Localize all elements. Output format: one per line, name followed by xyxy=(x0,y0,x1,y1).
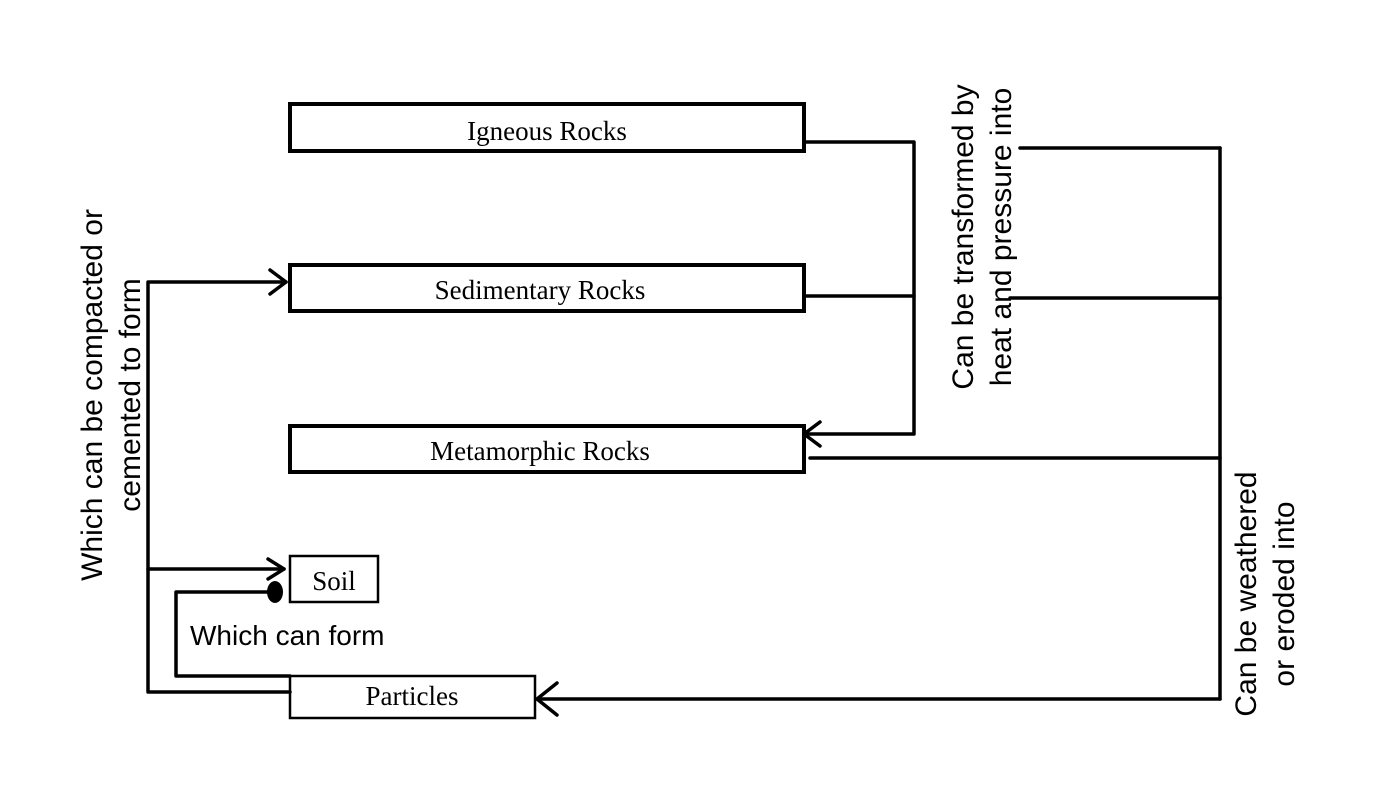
soil-arrowhead xyxy=(266,557,286,581)
sedimentary-arrowhead xyxy=(268,268,288,296)
sedimentary-rocks-node: Sedimentary Rocks xyxy=(288,263,806,313)
weathered-label-line2: or eroded into xyxy=(1268,501,1301,686)
particles-label: Particles xyxy=(366,681,459,711)
compacted-label-group: Which can be compacted or cemented to fo… xyxy=(76,209,147,581)
soil-form-label: Which can form xyxy=(190,620,385,651)
particles-to-sedimentary-line xyxy=(146,280,292,694)
weathered-label-line1: Can be weathered xyxy=(1230,471,1263,716)
sedimentary-rocks-label: Sedimentary Rocks xyxy=(435,275,646,305)
metamorphic-rocks-node: Metamorphic Rocks xyxy=(288,424,806,474)
transformed-label-line1: Can be transformed by xyxy=(947,84,980,389)
transformed-label-group: Can be transformed by heat and pressure … xyxy=(947,84,1018,389)
igneous-rocks-label: Igneous Rocks xyxy=(467,116,627,146)
soil-arrow-dot xyxy=(267,581,283,603)
transform-line xyxy=(802,140,916,436)
soil-formation-connector xyxy=(174,581,292,678)
compacted-connector xyxy=(146,268,292,694)
igneous-rocks-node: Igneous Rocks xyxy=(288,102,806,153)
weathered-connector xyxy=(535,146,1222,717)
compacted-label-line2: cemented to form xyxy=(114,278,147,511)
soil-node: Soil xyxy=(288,554,380,604)
weathered-label-group: Can be weathered or eroded into xyxy=(1230,471,1301,716)
particles-arrowhead xyxy=(535,681,559,717)
particles-node: Particles xyxy=(288,674,537,720)
particles-to-soil-line xyxy=(174,590,292,678)
transform-connector xyxy=(802,140,916,448)
transformed-label-line2: heat and pressure into xyxy=(985,88,1018,387)
soil-label: Soil xyxy=(312,566,356,596)
metamorphic-rocks-label: Metamorphic Rocks xyxy=(430,436,650,466)
compacted-label-line1: Which can be compacted or xyxy=(76,209,109,581)
metamorphic-arrowhead xyxy=(802,420,822,448)
